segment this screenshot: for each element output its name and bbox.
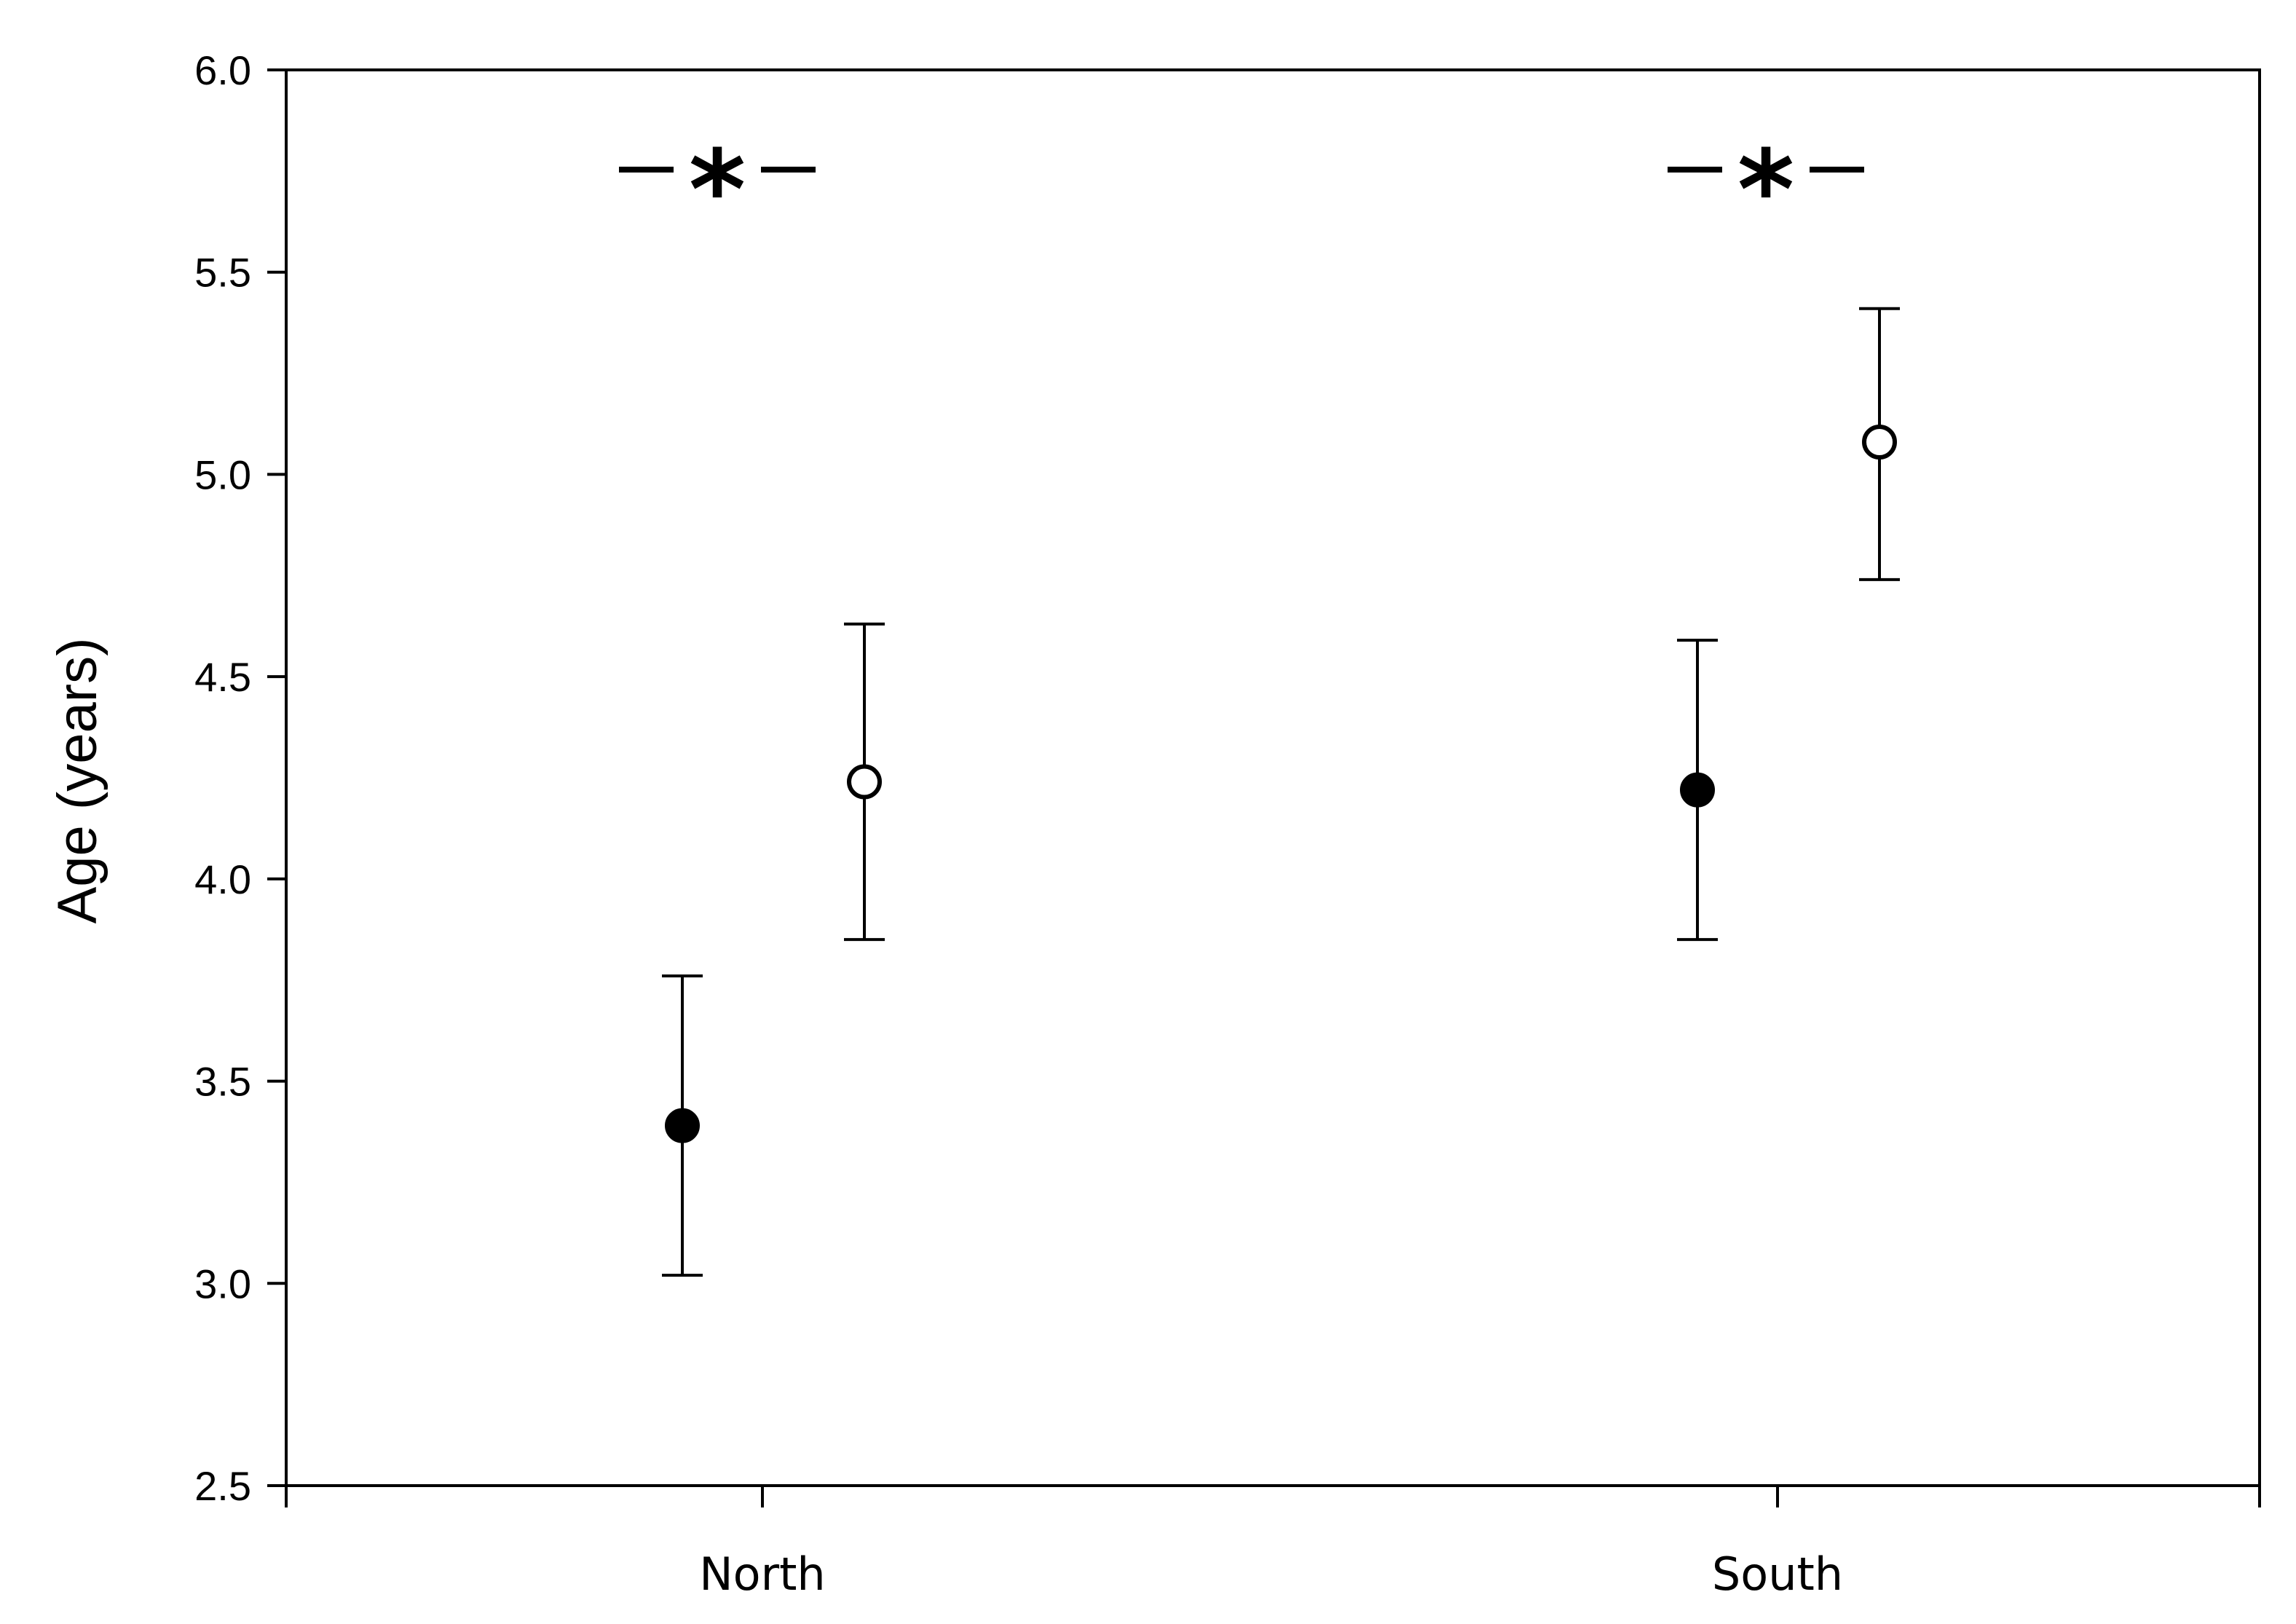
y-tick-label: 6.0: [194, 47, 251, 93]
significance-asterisk: *: [689, 127, 746, 254]
y-tick-label: 5.0: [194, 452, 251, 497]
x-axis: North South: [285, 1486, 2261, 1601]
significance-asterisk: *: [1737, 127, 1794, 254]
y-axis: 2.5 3.0 3.5 4.0 4.5 5.0 5.5 6.0: [194, 47, 286, 1509]
y-tick-label: 3.0: [194, 1261, 251, 1306]
y-tick-label: 3.5: [194, 1059, 251, 1105]
x-tick-label: South: [1712, 1548, 1843, 1601]
y-tick-label: 4.0: [194, 856, 251, 902]
data-point-open: [847, 764, 882, 800]
annotations: * *: [619, 127, 1864, 254]
data-point-open: [1862, 424, 1897, 460]
data-marks: [662, 307, 1900, 1277]
data-point-filled: [1680, 772, 1715, 808]
data-point-filled: [665, 1108, 700, 1143]
y-tick-label: 2.5: [194, 1463, 251, 1509]
plot-frame: [285, 68, 2261, 1487]
y-tick-label: 5.5: [194, 250, 251, 296]
x-tick-label: North: [699, 1548, 825, 1601]
y-tick-label: 4.5: [194, 654, 251, 700]
y-axis-title: Age (years): [47, 638, 109, 924]
plot-border: [285, 68, 2261, 1487]
